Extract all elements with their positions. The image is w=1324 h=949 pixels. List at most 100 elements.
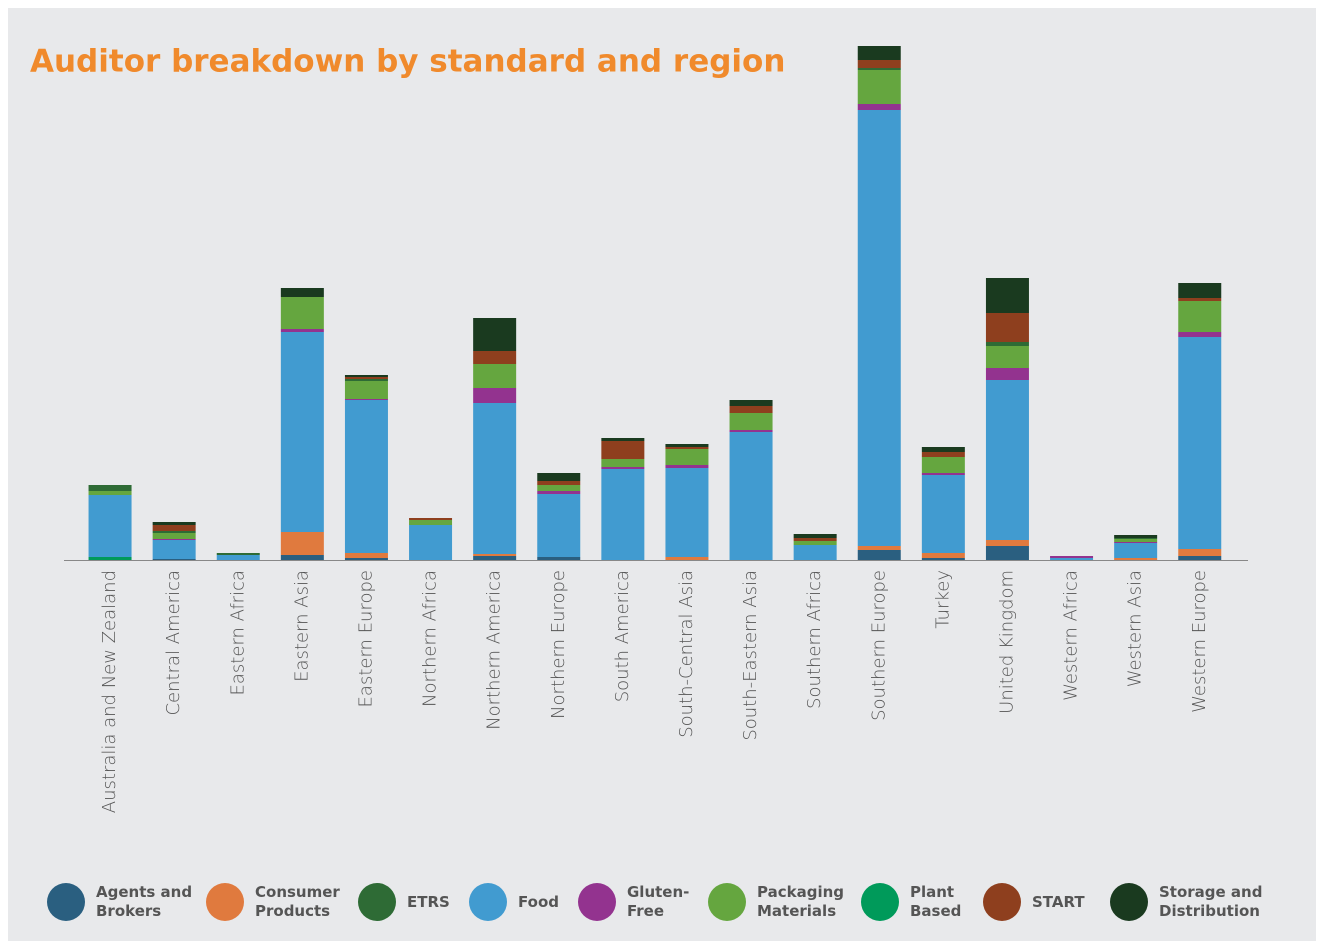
bar-segment <box>921 452 965 457</box>
bar-segment <box>793 541 837 545</box>
bar-segment <box>1178 556 1222 560</box>
bar-segment <box>88 491 132 495</box>
bar-segment <box>857 110 901 546</box>
bar-segment <box>1178 549 1222 556</box>
bar-segment <box>601 469 645 560</box>
bar-segment <box>473 318 517 351</box>
bar-segment <box>857 68 901 70</box>
x-tick-label: Turkey <box>932 570 953 629</box>
bar-segment <box>473 388 517 403</box>
bar-segment <box>793 534 837 538</box>
bar-segment <box>729 400 773 406</box>
bar-segment <box>985 278 1029 313</box>
x-tick-label: South-Central Asia <box>676 570 697 738</box>
bar-segment <box>857 104 901 110</box>
bar-segment <box>665 447 709 449</box>
bar-segment <box>280 332 324 532</box>
bar-segment <box>857 60 901 68</box>
bar-segment <box>857 550 901 560</box>
bar-segment <box>921 553 965 558</box>
bar-segment <box>1114 558 1158 560</box>
bar-segment <box>601 459 645 467</box>
bar-segment <box>985 313 1029 342</box>
bar-segment <box>473 364 517 388</box>
bar-segment <box>1114 538 1158 539</box>
bar-segment <box>152 540 196 559</box>
bar-segment <box>537 481 581 485</box>
bar-segment <box>152 522 196 525</box>
bar-segment <box>537 473 581 481</box>
bar-segment <box>1114 542 1158 543</box>
x-tick-label: Northern Europe <box>548 570 569 719</box>
bar-segment <box>665 557 709 560</box>
bar-segment <box>1178 283 1222 298</box>
bar-segment <box>793 545 837 560</box>
x-tick-label: Eastern Africa <box>227 570 248 695</box>
x-tick-label: South America <box>612 570 633 702</box>
bar-segment <box>921 457 965 473</box>
x-tick-label: Northern Africa <box>420 570 441 707</box>
bar-segment <box>1114 539 1158 542</box>
bar-segment <box>793 538 837 541</box>
bar-segment <box>729 432 773 560</box>
bar-segment <box>985 546 1029 560</box>
x-tick-label: South-Eastern Asia <box>740 570 761 741</box>
bar-segment <box>985 342 1029 346</box>
bar-segment <box>280 288 324 297</box>
bar-segment <box>1050 558 1094 560</box>
bar-segment <box>344 400 388 553</box>
bar-segment <box>344 553 388 558</box>
bar-segment <box>729 430 773 432</box>
bar-segment <box>88 485 132 491</box>
bar-segment <box>665 465 709 468</box>
bar-segment <box>601 438 645 441</box>
bar-segment <box>857 70 901 104</box>
bar-segment <box>409 518 453 520</box>
bar-segment <box>152 525 196 531</box>
x-tick-label: Eastern Europe <box>355 570 376 707</box>
bar-segment <box>537 491 581 494</box>
bar-segment <box>152 559 196 560</box>
bar-segment <box>344 377 388 379</box>
bar-segment <box>985 346 1029 368</box>
bar-segment <box>216 553 260 555</box>
bar-segment <box>1178 301 1222 332</box>
x-tick-label: Southern Europe <box>868 570 889 721</box>
bar-segment <box>280 297 324 329</box>
bar-segment <box>857 546 901 550</box>
bar-segment <box>409 525 453 560</box>
bar-segment <box>152 539 196 540</box>
bar-segment <box>88 495 132 557</box>
bar-segment <box>729 406 773 413</box>
bar-segment <box>985 380 1029 540</box>
bar-segment <box>344 381 388 399</box>
x-tick-label: Australia and New Zealand <box>99 570 120 813</box>
bar-segment <box>537 485 581 491</box>
bar-segment <box>1114 535 1158 538</box>
bar-segment <box>665 468 709 557</box>
x-tick-label: Southern Africa <box>804 570 825 709</box>
bar-segment <box>921 447 965 452</box>
bar-segment <box>473 351 517 364</box>
x-tick-label: Eastern Asia <box>291 570 312 682</box>
x-tick-label: Western Asia <box>1125 570 1146 687</box>
bar-segment <box>152 533 196 539</box>
bar-segment <box>409 520 453 525</box>
bar-segment <box>665 449 709 465</box>
bar-segment <box>1050 556 1094 558</box>
bar-segment <box>344 375 388 377</box>
x-tick-label: Western Europe <box>1189 570 1210 713</box>
bar-segment <box>344 379 388 381</box>
bar-segment <box>473 403 517 554</box>
bar-segment <box>857 46 901 60</box>
bar-segment <box>601 441 645 459</box>
bar-segment <box>537 494 581 557</box>
bar-segment <box>537 557 581 560</box>
x-tick-label: Northern America <box>484 570 505 730</box>
bar-segment <box>473 554 517 556</box>
bar-segment <box>473 556 517 560</box>
bar-segment <box>921 475 965 553</box>
bar-segment <box>1178 332 1222 337</box>
